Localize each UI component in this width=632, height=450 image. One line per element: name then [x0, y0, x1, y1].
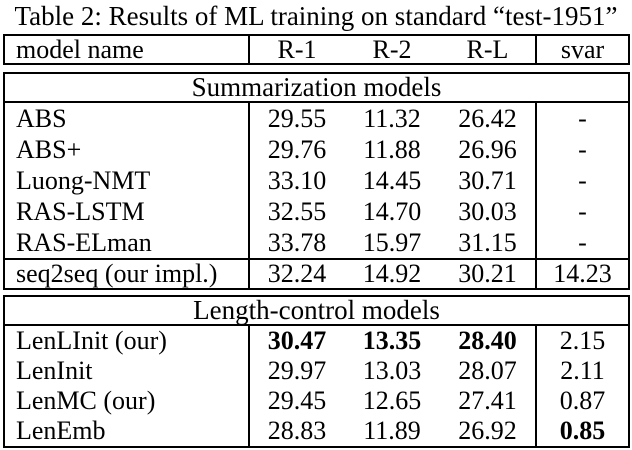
svar-cell: - [535, 165, 628, 196]
r2-cell: 14.70 [362, 197, 422, 226]
svar-cell: 0.87 [535, 386, 628, 416]
table-header-block: model name R-1 R-2 R-L svar [3, 34, 630, 65]
model-name-cell: Luong-NMT [16, 166, 151, 195]
column-header-svar: svar [535, 36, 628, 63]
r2-cell: 14.45 [362, 166, 422, 195]
r2-cell: 15.97 [362, 228, 422, 257]
r2-cell: 11.89 [363, 416, 421, 445]
column-header-rl: R-L [466, 36, 509, 63]
model-name-cell: LenMC (our) [16, 386, 156, 415]
r2-cell: 12.65 [362, 386, 422, 415]
model-name-cell: ABS [16, 104, 67, 133]
svar-cell: 2.11 [535, 356, 628, 386]
model-name-cell: seq2seq (our impl.) [16, 260, 218, 288]
table-row: LenLInit (our) 30.47 13.35 28.40 2.15 [5, 326, 628, 356]
r2-cell: 13.35 [362, 326, 422, 355]
table-row: LenInit 29.97 13.03 28.07 2.11 [5, 356, 628, 386]
rl-cell: 27.41 [458, 386, 517, 415]
svar-cell: 14.23 [535, 260, 628, 288]
rl-cell: 28.40 [458, 326, 517, 355]
r2-cell: 11.32 [363, 104, 421, 133]
table-row: LenMC (our) 29.45 12.65 27.41 0.87 [5, 386, 628, 416]
rl-cell: 26.96 [458, 135, 517, 164]
column-header-r2: R-2 [372, 36, 412, 63]
rl-cell: 28.07 [458, 356, 517, 385]
section-header-summarization: Summarization models [5, 74, 628, 103]
svar-cell: - [535, 103, 628, 134]
column-header-r1: R-1 [248, 36, 344, 63]
svar-cell: - [535, 196, 628, 227]
rl-cell: 30.71 [458, 166, 517, 195]
svar-cell: - [535, 227, 628, 258]
table-row: seq2seq (our impl.) 32.24 14.92 30.21 14… [5, 258, 628, 288]
model-name-cell: LenLInit (our) [16, 326, 167, 355]
model-name-cell: LenEmb [16, 416, 106, 445]
header-row: model name R-1 R-2 R-L svar [5, 36, 628, 63]
r1-cell: 32.55 [248, 196, 344, 227]
model-name-cell: ABS+ [16, 135, 82, 164]
column-header-model-name: model name [16, 36, 144, 63]
r1-cell: 33.78 [248, 227, 344, 258]
r1-cell: 29.76 [248, 134, 344, 165]
table-caption: Table 2: Results of ML training on stand… [14, 1, 618, 31]
r1-cell: 29.97 [248, 356, 344, 386]
model-name-cell: RAS-ELman [16, 228, 152, 257]
r1-cell: 29.55 [248, 103, 344, 134]
rl-cell: 30.03 [458, 197, 517, 226]
table-row: ABS+ 29.76 11.88 26.96 - [5, 134, 628, 165]
r1-cell: 29.45 [248, 386, 344, 416]
table-row: LenEmb 28.83 11.89 26.92 0.85 [5, 416, 628, 446]
rl-cell: 26.42 [458, 104, 517, 133]
svar-cell: 0.85 [535, 416, 628, 446]
r1-cell: 33.10 [248, 165, 344, 196]
r1-cell: 30.47 [248, 326, 344, 356]
svar-cell: - [535, 134, 628, 165]
rl-cell: 30.21 [458, 260, 517, 288]
table-row: RAS-ELman 33.78 15.97 31.15 - [5, 227, 628, 258]
r2-cell: 11.88 [363, 135, 421, 164]
rl-cell: 26.92 [458, 416, 517, 445]
r2-cell: 14.92 [362, 260, 422, 288]
r2-cell: 13.03 [362, 356, 422, 385]
model-name-cell: LenInit [16, 356, 93, 385]
model-name-cell: RAS-LSTM [16, 197, 145, 226]
section-header-length-control: Length-control models [5, 297, 628, 326]
r1-cell: 32.24 [248, 260, 344, 288]
r1-cell: 28.83 [248, 416, 344, 446]
summarization-section-block: Summarization models ABS 29.55 11.32 26.… [3, 72, 630, 290]
table-row: RAS-LSTM 32.55 14.70 30.03 - [5, 196, 628, 227]
table-row: Luong-NMT 33.10 14.45 30.71 - [5, 165, 628, 196]
rl-cell: 31.15 [458, 228, 517, 257]
length-control-section-block: Length-control models LenLInit (our) 30.… [3, 295, 630, 448]
table-row: ABS 29.55 11.32 26.42 - [5, 103, 628, 134]
svar-cell: 2.15 [535, 326, 628, 356]
